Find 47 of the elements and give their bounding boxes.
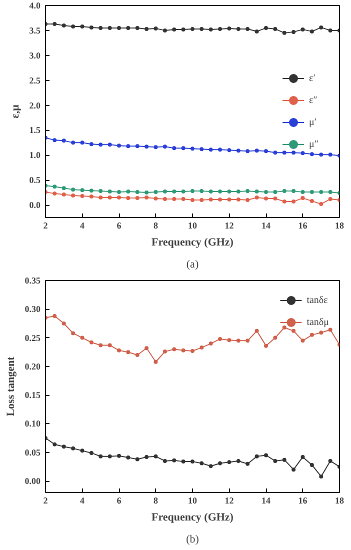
y-tick-label: 0.0 — [29, 200, 41, 210]
x-tick-label: 8 — [154, 220, 158, 230]
x-tick-label: 4 — [80, 496, 85, 506]
x-tick-label: 18 — [335, 496, 344, 506]
x-tick-label: 16 — [298, 220, 308, 230]
x-tick-label: 10 — [188, 496, 198, 506]
y-axis-title: ε,μ — [9, 104, 22, 118]
x-tick-label: 2 — [43, 496, 48, 506]
y-tick-label: 3.5 — [29, 25, 41, 36]
y-tick-label: 0.00 — [24, 476, 41, 486]
y-tick-label: 0.35 — [24, 276, 41, 286]
x-tick-label: 6 — [116, 496, 122, 506]
x-tick-label: 2 — [43, 220, 48, 230]
y-tick-label: 3.0 — [29, 50, 41, 60]
x-tick-label: 14 — [262, 496, 271, 506]
x-tick-label: 8 — [154, 496, 158, 506]
text: (a) — [186, 258, 199, 270]
text: (b) — [186, 534, 200, 546]
x-axis-title: Frequency (GHz) — [152, 512, 234, 524]
y-tick-label: 4.0 — [29, 0, 41, 10]
y-tick-label: 0.30 — [24, 304, 41, 314]
y-tick-label: 0.05 — [24, 447, 41, 458]
x-tick-label: 4 — [80, 220, 85, 230]
x-tick-label: 14 — [262, 220, 271, 230]
legend-label: μ′ — [309, 116, 318, 128]
x-tick-label: 16 — [298, 496, 308, 506]
y-tick-label: 0.20 — [24, 361, 41, 372]
legend-label: tanδε — [306, 294, 328, 306]
y-tick-label: 0.15 — [24, 390, 41, 400]
y-axis-title: Loss tangent — [4, 356, 17, 416]
legend-label: μ″ — [309, 138, 320, 150]
y-tick-label: 1.5 — [29, 125, 41, 136]
x-tick-label: 10 — [188, 220, 198, 230]
y-tick-label: 0.10 — [24, 418, 41, 429]
x-axis-title: Frequency (GHz) — [152, 236, 234, 248]
y-tick-label: 0.25 — [24, 332, 41, 343]
y-tick-label: 2.5 — [29, 75, 41, 86]
x-tick-label: 12 — [224, 220, 234, 230]
legend-label: tanδμ — [306, 316, 329, 328]
x-tick-label: 12 — [224, 496, 234, 506]
y-tick-label: 0.5 — [29, 175, 41, 186]
x-tick-label: 18 — [335, 220, 344, 230]
legend-label: ε″ — [309, 94, 318, 106]
y-tick-label: 1.0 — [29, 150, 41, 160]
x-tick-label: 6 — [116, 220, 122, 230]
legend-label: ε′ — [309, 72, 316, 84]
y-tick-label: 2.0 — [29, 100, 41, 110]
